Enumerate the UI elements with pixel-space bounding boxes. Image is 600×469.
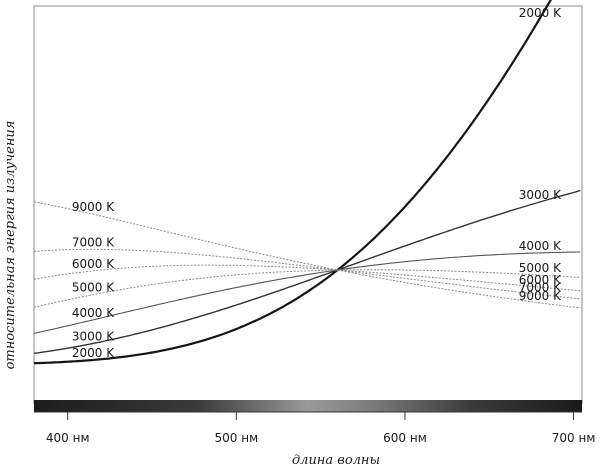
series-label-right-5000k: 5000 K xyxy=(519,261,562,275)
series-label-right-6000k: 6000 K xyxy=(519,273,562,287)
series-label-left-3000k: 3000 K xyxy=(72,329,115,343)
series-line-3000k xyxy=(33,189,581,354)
series-label-right-7000k: 7000 K xyxy=(519,280,562,294)
series-label-left-6000k: 6000 K xyxy=(72,257,115,271)
x-tick-label-400: 400 нм xyxy=(46,431,90,445)
x-tick-label-600: 600 нм xyxy=(383,431,427,445)
series-line-4000k xyxy=(33,251,581,334)
series-line-5000k xyxy=(33,269,581,308)
x-tick-label-500: 500 нм xyxy=(215,431,259,445)
y-axis-title: относительная энергия излучения xyxy=(3,121,18,370)
x-axis-title: длина волны xyxy=(292,453,380,468)
plot-frame xyxy=(33,5,583,405)
x-tick-label-700: 700 нм xyxy=(552,431,596,445)
x-axis: 400 нм 500 нм 600 нм 700 нм xyxy=(34,411,596,445)
series-line-7000k xyxy=(33,248,581,300)
series-label-right-2000k: 2000 K xyxy=(519,6,562,20)
series-label-left-9000k: 9000 K xyxy=(72,200,115,214)
series-lines xyxy=(33,0,581,365)
spectrum-bar xyxy=(34,400,582,412)
series-label-left-5000k: 5000 K xyxy=(72,281,115,295)
series-line-2000k xyxy=(33,0,552,365)
series-label-right-9000k: 9000 K xyxy=(519,289,562,303)
series-label-left-2000k: 2000 K xyxy=(72,346,115,360)
series-label-right-3000k: 3000 K xyxy=(519,188,562,202)
series-label-left-4000k: 4000 K xyxy=(72,306,115,320)
series-label-left-7000k: 7000 K xyxy=(72,235,115,249)
series-label-right-4000k: 4000 K xyxy=(519,239,562,253)
series-line-9000k xyxy=(33,201,581,309)
series-labels: 2000 K 2000 K 3000 K 3000 K 4000 K 4000 K 5000… xyxy=(72,6,562,360)
series-line-6000k xyxy=(33,264,581,292)
